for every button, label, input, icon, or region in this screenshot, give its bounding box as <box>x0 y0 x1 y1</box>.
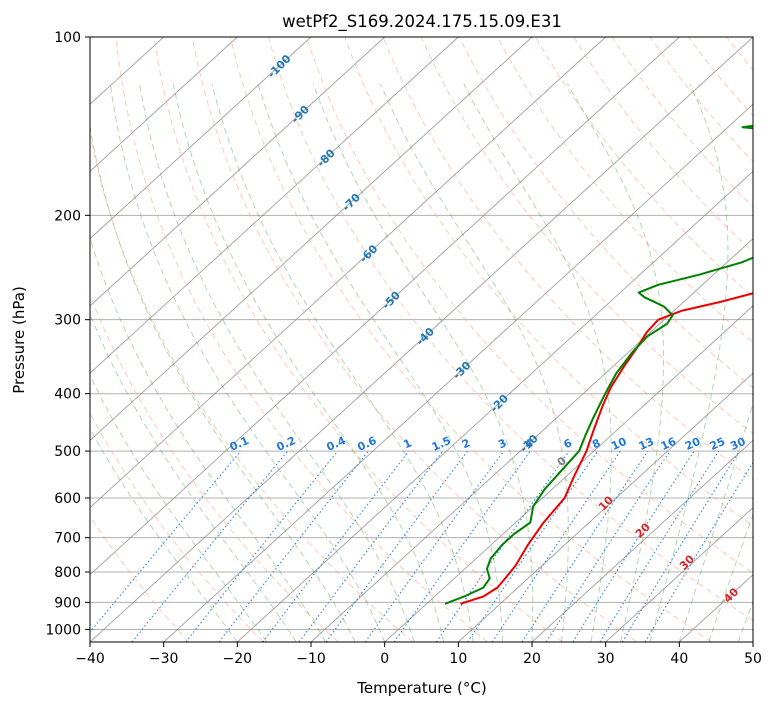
y-tick-label: 1000 <box>45 622 81 638</box>
dewpoint-line <box>444 124 753 605</box>
mixing-ratio-label: 13 <box>637 435 656 453</box>
x-tick-label: 20 <box>523 651 541 667</box>
mixing-ratio-line <box>393 450 531 642</box>
chart-title: wetPf2_S169.2024.175.15.09.E31 <box>282 12 562 32</box>
mixing-ratio-label: 30 <box>728 435 748 453</box>
isotherm-line <box>90 37 459 374</box>
moist-adiabat-line <box>312 83 534 642</box>
x-tick-label: −30 <box>149 651 179 667</box>
moist-adiabat-line <box>211 83 474 642</box>
mixing-ratio-label: 16 <box>659 435 679 453</box>
isotherm-line <box>90 37 607 509</box>
moist-adiabat-line <box>172 83 445 642</box>
x-tick-label: −40 <box>75 651 105 667</box>
x-tick-label: 30 <box>597 651 615 667</box>
dry-adiabat-line <box>90 412 264 642</box>
mixing-ratio-line <box>262 450 410 642</box>
y-axis-title: Pressure (hPa) <box>10 286 28 394</box>
y-tick-label: 300 <box>54 313 81 329</box>
dry-adiabat-line <box>115 37 488 642</box>
moist-adiabat-line <box>678 401 753 642</box>
dry-adiabat-line <box>535 37 753 298</box>
mixing-ratio-line <box>131 450 289 642</box>
y-tick-label: 200 <box>54 208 81 224</box>
x-tick-label: −20 <box>223 651 253 667</box>
dry-adiabat-line <box>191 37 638 642</box>
moist-adiabat-line <box>90 123 356 642</box>
dry-adiabat-line <box>153 37 563 642</box>
y-tick-label: 700 <box>54 531 81 547</box>
background-lines <box>90 37 753 642</box>
mixing-ratio-line <box>545 450 671 642</box>
mixing-ratio-line <box>185 450 339 642</box>
dry-adiabat-line <box>268 37 753 622</box>
isotherm-line <box>90 37 238 173</box>
moist-adiabat-line <box>708 513 753 642</box>
y-tick-label: 900 <box>54 595 81 611</box>
moist-adiabat-line <box>566 83 664 642</box>
profiles <box>444 124 753 605</box>
y-tick-label: 600 <box>54 491 81 507</box>
mixing-ratio-line <box>435 450 570 642</box>
dry-adiabat-line <box>90 131 414 642</box>
isotherm-line <box>163 103 753 642</box>
mixing-ratio-line <box>491 450 621 642</box>
mixing-ratio-line <box>572 450 695 642</box>
temperature-line <box>460 292 753 605</box>
mixing-ratio-line <box>298 450 444 642</box>
mixing-ratio-line <box>90 450 242 633</box>
moist-adiabat-line <box>649 83 729 642</box>
mixing-ratio-line <box>467 450 599 642</box>
x-axis-title: Temperature (°C) <box>356 679 486 697</box>
isotherm-line <box>457 372 753 642</box>
dry-adiabat-line <box>90 515 190 642</box>
mixing-ratio-line <box>364 450 505 642</box>
x-tick-label: 50 <box>744 651 762 667</box>
mixing-ratio-line <box>521 450 649 642</box>
dry-adiabat-line <box>344 37 753 527</box>
y-tick-label: 500 <box>54 444 81 460</box>
x-tick-label: 10 <box>449 651 467 667</box>
moist-adiabat-line <box>109 83 386 642</box>
y-tick-label: 400 <box>54 387 81 403</box>
y-tick-label: 800 <box>54 565 81 581</box>
dry-adiabat-line <box>496 37 753 344</box>
isotherm-line <box>236 170 753 642</box>
x-tick-label: −10 <box>296 651 326 667</box>
moist-adiabat-line <box>139 83 415 642</box>
moist-adiabat-line <box>90 312 297 642</box>
moist-adiabat-line <box>90 374 268 642</box>
axes: −40 −30 −20 −10 0 10 20 30 40 50 100 200 300 400 500 60… <box>45 30 762 667</box>
isotherm-line <box>90 37 386 307</box>
mixing-ratio-line <box>621 450 740 642</box>
moist-adiabat-line <box>257 83 503 642</box>
y-tick-label: 100 <box>54 30 81 46</box>
plot-frame <box>89 36 754 643</box>
dry-adiabat-line <box>382 37 753 481</box>
isotherm-line <box>90 37 533 441</box>
isotherm-line <box>531 439 753 642</box>
mixing-ratio-line <box>325 450 468 642</box>
isotherm-line <box>384 305 753 642</box>
mixing-ratio-label: 25 <box>708 435 727 453</box>
isotherm-line <box>90 37 680 576</box>
isotherm-line <box>605 506 753 642</box>
moist-adiabat-line <box>90 427 238 642</box>
dry-adiabat-line <box>229 37 712 642</box>
isotherm-line <box>90 37 753 642</box>
moist-adiabat-line <box>90 236 327 642</box>
x-tick-label: 40 <box>670 651 688 667</box>
mixing-ratio-label: 20 <box>683 435 703 453</box>
dry-adiabat-line <box>306 37 753 574</box>
isotherm-line <box>90 37 312 240</box>
mixing-ratio-label: 10 <box>609 435 629 453</box>
x-tick-label: 0 <box>380 651 389 667</box>
